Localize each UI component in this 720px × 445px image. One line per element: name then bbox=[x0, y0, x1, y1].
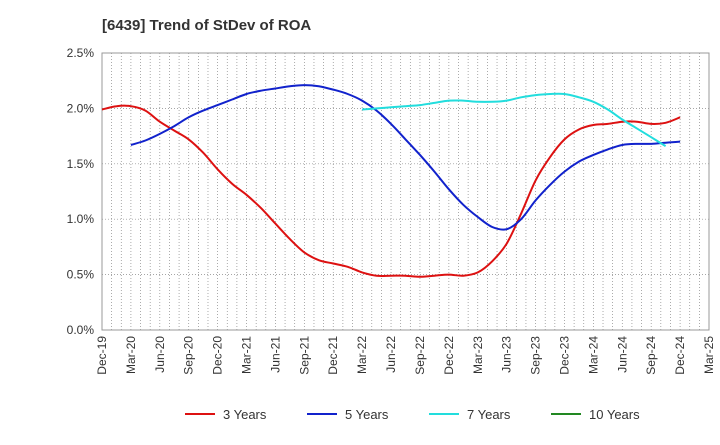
x-tick-label: Mar-25 bbox=[702, 336, 716, 374]
legend-label-5-years: 5 Years bbox=[345, 407, 389, 422]
x-tick-label: Mar-23 bbox=[471, 336, 485, 374]
x-tick-label: Sep-24 bbox=[644, 336, 658, 375]
legend-label-10-years: 10 Years bbox=[589, 407, 640, 422]
x-tick-label: Jun-24 bbox=[615, 336, 629, 373]
x-tick-label: Sep-23 bbox=[529, 336, 543, 375]
x-tick-label: Jun-23 bbox=[500, 336, 514, 373]
x-tick-label: Mar-21 bbox=[240, 336, 254, 374]
y-tick-label: 2.0% bbox=[67, 101, 95, 115]
axis-layer: 0.0% 0.5% 1.0% 1.5% 2.0% 2.5% Dec-19 Mar-20 Jun-… bbox=[67, 46, 716, 375]
series-line-3-years bbox=[101, 104, 681, 278]
x-tick-label: Jun-21 bbox=[268, 336, 282, 373]
y-tick-label: 0.5% bbox=[67, 268, 95, 282]
legend-label-3-years: 3 Years bbox=[223, 407, 267, 422]
y-tick-label: 0.0% bbox=[67, 323, 95, 337]
y-tick-label: 2.5% bbox=[67, 46, 95, 60]
plot-area bbox=[102, 53, 709, 330]
plot-frame bbox=[101, 52, 710, 331]
series-line-7-years bbox=[362, 92, 667, 147]
x-tick-label: Dec-20 bbox=[211, 336, 225, 375]
x-tick-label: Dec-23 bbox=[557, 336, 571, 375]
legend: 3 Years 5 Years 7 Years 10 Years bbox=[185, 407, 640, 422]
x-tick-label: Sep-20 bbox=[182, 336, 196, 375]
x-tick-label: Jun-22 bbox=[384, 336, 398, 373]
series-layer bbox=[101, 84, 681, 278]
x-tick-label: Dec-22 bbox=[442, 336, 456, 375]
x-tick-label: Sep-22 bbox=[413, 336, 427, 375]
series-line-5-years bbox=[130, 84, 681, 231]
x-tick-label: Dec-19 bbox=[95, 336, 109, 375]
chart-title: [6439] Trend of StDev of ROA bbox=[102, 17, 311, 34]
x-tick-label: Mar-20 bbox=[124, 336, 138, 374]
grid-layer bbox=[102, 52, 709, 330]
y-tick-label: 1.0% bbox=[67, 212, 95, 226]
x-tick-label: Mar-22 bbox=[355, 336, 369, 374]
x-tick-label: Jun-20 bbox=[153, 336, 167, 373]
legend-label-7-years: 7 Years bbox=[467, 407, 511, 422]
x-tick-label: Mar-24 bbox=[586, 336, 600, 374]
y-tick-label: 1.5% bbox=[67, 157, 95, 171]
x-tick-label: Dec-21 bbox=[326, 336, 340, 375]
x-tick-label: Sep-21 bbox=[297, 336, 311, 375]
x-tick-label: Dec-24 bbox=[673, 336, 687, 375]
